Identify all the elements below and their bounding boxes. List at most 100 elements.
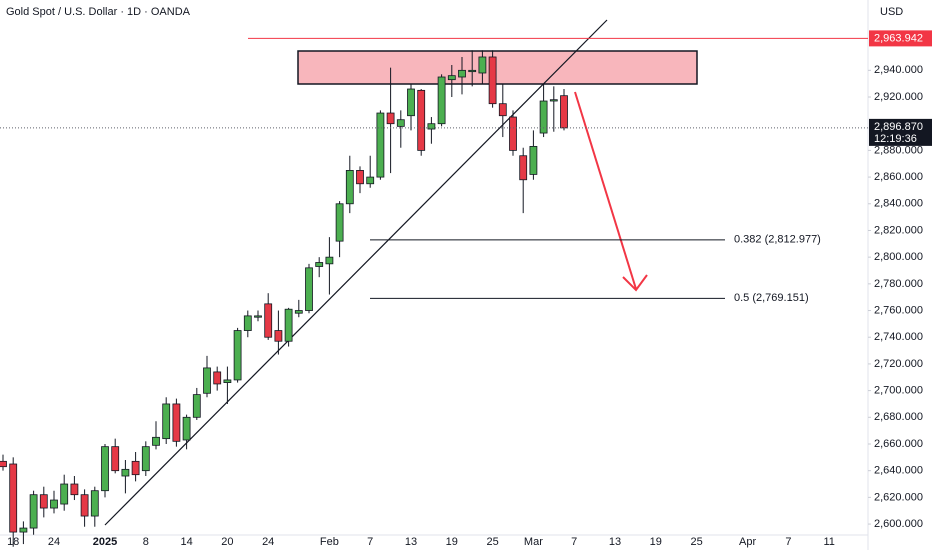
candle-body: [223, 379, 232, 384]
x-tick-label: 20: [221, 536, 233, 548]
y-tick-label: 2,620.000: [874, 491, 923, 503]
chart-title: Gold Spot / U.S. Dollar · 1D · OANDA: [6, 6, 191, 18]
x-tick-label: 7: [367, 536, 373, 548]
candle-body: [9, 463, 18, 533]
candles: [0, 50, 568, 547]
x-tick-label: 13: [405, 536, 417, 548]
trend-line: [104, 19, 608, 526]
y-tick-label: 2,780.000: [874, 278, 923, 290]
candle-body: [376, 112, 385, 178]
arrow-shaft: [574, 91, 637, 290]
candle-body: [294, 310, 303, 314]
candle-body: [345, 170, 354, 205]
x-tick-label: 11: [823, 536, 834, 548]
candle-body: [243, 315, 252, 331]
candle-body: [131, 460, 140, 476]
candle-body: [407, 88, 415, 117]
x-tick-label: Feb: [320, 536, 339, 548]
x-tick-label: 24: [262, 536, 274, 548]
candle-body: [90, 490, 99, 517]
candle-body: [519, 155, 528, 181]
candle-body: [325, 256, 334, 265]
candle-body: [274, 330, 283, 342]
supply-zone: [297, 50, 698, 85]
candle-body: [478, 56, 487, 74]
candle-body: [233, 330, 242, 381]
candle-body: [39, 494, 48, 509]
x-tick-label: 24: [48, 536, 60, 548]
y-tick-label: 2,740.000: [874, 331, 923, 343]
y-tick-label: 2,840.000: [874, 198, 923, 210]
candle-body: [458, 69, 466, 78]
candle-body: [80, 494, 89, 517]
candle-body: [356, 170, 364, 185]
candle-body: [509, 116, 517, 151]
candle-body: [0, 460, 7, 468]
candle-body: [182, 416, 191, 441]
candle-body: [315, 262, 324, 267]
candle-body: [488, 56, 497, 105]
y-tick-label: 2,940.000: [874, 64, 923, 76]
x-tick-label: 7: [571, 536, 577, 548]
candle-body: [417, 89, 426, 151]
arrow-head: [622, 274, 648, 292]
fib-level-label: 0.382 (2,812.977): [734, 234, 821, 246]
x-tick-label: 25: [486, 536, 498, 548]
candle-body: [447, 75, 456, 81]
drawings: [104, 19, 698, 526]
x-tick-label: 7: [785, 536, 791, 548]
candle-body: [335, 203, 344, 242]
candle-body: [549, 99, 558, 102]
candle-body: [305, 267, 313, 311]
candle-body: [172, 403, 181, 442]
last-price-label: 2,896.870: [874, 121, 923, 133]
y-tick-label: 2,880.000: [874, 144, 923, 156]
y-tick-label: 2,680.000: [874, 411, 923, 423]
candle-body: [60, 483, 69, 505]
x-tick-label: 19: [650, 536, 662, 548]
candle-body: [366, 176, 375, 185]
y-tick-label: 2,720.000: [874, 358, 923, 370]
x-tick-label: 19: [446, 536, 458, 548]
y-tick-label: 2,800.000: [874, 251, 923, 263]
x-tick-label: 14: [180, 536, 192, 548]
last-price-box: [869, 118, 932, 146]
candle-body: [264, 303, 273, 338]
candle-body: [19, 527, 28, 533]
candle-body: [213, 371, 222, 385]
candle-body: [50, 499, 58, 509]
x-tick-label: 2025: [93, 536, 117, 548]
x-tick-label: Mar: [524, 536, 543, 548]
candle-body: [203, 367, 211, 394]
candle-body: [101, 446, 109, 492]
level-price-label: 2,963.942: [874, 32, 923, 44]
x-tick-label: 25: [690, 536, 702, 548]
level-price-box: [869, 30, 932, 47]
candle-body: [396, 119, 405, 127]
candle-body: [437, 76, 446, 125]
candle-body: [111, 446, 120, 472]
y-tick-label: 2,660.000: [874, 438, 923, 450]
candle-body: [539, 100, 548, 134]
candle-body: [192, 394, 201, 418]
candle-body: [468, 69, 477, 73]
candle-body: [152, 436, 160, 446]
candle-body: [386, 112, 395, 125]
y-tick-label: 2,700.000: [874, 385, 923, 397]
candle-body: [254, 315, 262, 318]
candle-body: [427, 123, 436, 130]
y-tick-label: 2,600.000: [874, 518, 923, 530]
candle-body: [29, 494, 38, 529]
x-tick-label: Apr: [739, 536, 756, 548]
candle-body: [70, 483, 79, 496]
candle-body: [529, 145, 538, 175]
currency-label: USD: [880, 6, 903, 18]
candle-body: [162, 403, 171, 440]
candle-body: [498, 103, 507, 117]
candle-body: [141, 446, 150, 472]
y-tick-label: 2,760.000: [874, 304, 923, 316]
candle-body: [560, 95, 568, 129]
y-tick-label: 2,640.000: [874, 465, 923, 477]
